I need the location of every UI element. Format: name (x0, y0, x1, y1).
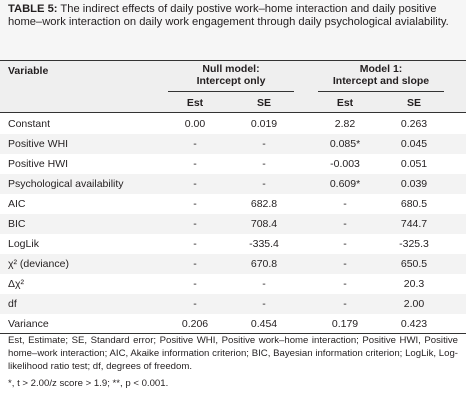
row-variable: AIC (8, 198, 26, 210)
row-null-est: - (193, 138, 197, 150)
row-null-est: - (193, 278, 197, 290)
row-m1-se: -325.3 (399, 238, 429, 250)
table-row: LogLik - -335.4 - -325.3 (0, 234, 466, 254)
row-null-se: 682.8 (250, 198, 278, 210)
table-row: BIC - 708.4 - 744.7 (0, 214, 466, 234)
row-m1-se: 0.039 (400, 178, 428, 190)
null-model-span-rule (168, 91, 294, 92)
row-null-se: -335.4 (249, 238, 279, 250)
row-null-est: 0.206 (181, 318, 209, 330)
row-variable: Constant (8, 118, 51, 130)
row-null-est: 0.00 (184, 118, 206, 130)
table-row: AIC - 682.8 - 680.5 (0, 194, 466, 214)
header-variable: Variable (8, 65, 49, 77)
row-null-se: 670.8 (250, 258, 278, 270)
row-variable: BIC (8, 218, 26, 230)
table-top-rule (0, 60, 466, 61)
row-null-est: - (193, 238, 197, 250)
note-abbreviations: Est, Estimate; SE, Standard error; Posit… (8, 335, 458, 372)
header-null-model-sub: Intercept only (196, 75, 266, 87)
row-m1-se: 0.423 (400, 318, 428, 330)
header-bottom-rule (0, 112, 466, 113)
header-null-model: Null model: (202, 63, 260, 75)
row-m1-se: 744.7 (400, 218, 428, 230)
row-null-se: 0.454 (250, 318, 278, 330)
row-m1-se: 2.00 (403, 298, 425, 310)
row-m1-est: 0.085* (329, 138, 361, 150)
row-m1-est: - (343, 298, 347, 310)
header-model1: Model 1: (359, 63, 403, 75)
row-variable: Positive HWI (8, 158, 69, 170)
row-null-se: 708.4 (250, 218, 278, 230)
row-null-se: - (262, 158, 266, 170)
row-m1-est: - (343, 278, 347, 290)
table-row: Constant 0.00 0.019 2.82 0.263 (0, 114, 466, 134)
row-variable: Positive WHI (8, 138, 69, 150)
table-row: Variance 0.206 0.454 0.179 0.423 (0, 314, 466, 334)
row-null-est: - (193, 258, 197, 270)
row-null-est: - (193, 158, 197, 170)
table-label: TABLE 5: (8, 3, 58, 15)
row-m1-est: -0.003 (330, 158, 360, 170)
row-null-se: - (262, 278, 266, 290)
row-m1-est: - (343, 238, 347, 250)
note-significance: *, t > 2.00/z score > 1.9; **, p < 0.001… (8, 378, 169, 389)
row-null-se: - (262, 178, 266, 190)
row-m1-se: 680.5 (400, 198, 428, 210)
table-row: Δχ² - - - 20.3 (0, 274, 466, 294)
table-header: Variable Null model: Intercept only Mode… (0, 60, 466, 112)
model1-span-rule (318, 91, 444, 92)
row-null-se: - (262, 298, 266, 310)
row-null-est: - (193, 298, 197, 310)
table-row: df - - - 2.00 (0, 294, 466, 314)
row-variable: df (8, 298, 17, 310)
row-m1-est: 2.82 (334, 118, 356, 130)
table-row: Positive WHI - - 0.085* 0.045 (0, 134, 466, 154)
row-m1-se: 650.5 (400, 258, 428, 270)
row-m1-est: 0.609* (329, 178, 361, 190)
row-variable: Psychological availability (8, 178, 124, 190)
table-row: Psychological availability - - 0.609* 0.039 (0, 174, 466, 194)
table-caption-text: The indirect effects of daily postive wo… (8, 3, 449, 28)
row-m1-se: 0.045 (400, 138, 428, 150)
row-m1-se: 0.051 (400, 158, 428, 170)
row-null-est: - (193, 218, 197, 230)
header-m1-est: Est (336, 97, 354, 109)
row-m1-est: - (343, 258, 347, 270)
row-m1-est: - (343, 218, 347, 230)
table-caption: TABLE 5: The indirect effects of daily p… (0, 0, 466, 60)
row-null-se: 0.019 (250, 118, 278, 130)
row-null-se: - (262, 138, 266, 150)
row-m1-est: 0.179 (331, 318, 359, 330)
row-variable: χ² (deviance) (8, 258, 69, 270)
row-variable: LogLik (8, 238, 39, 250)
row-null-est: - (193, 198, 197, 210)
table-notes: Est, Estimate; SE, Standard error; Posit… (0, 334, 466, 394)
table-row: Positive HWI - - -0.003 0.051 (0, 154, 466, 174)
row-m1-est: - (343, 198, 347, 210)
table-row: χ² (deviance) - 670.8 - 650.5 (0, 254, 466, 274)
table-bottom-rule (0, 333, 466, 334)
header-null-est: Est (186, 97, 204, 109)
header-model1-sub: Intercept and slope (332, 75, 430, 87)
header-m1-se: SE (406, 97, 421, 109)
row-variable: Δχ² (8, 278, 25, 290)
row-m1-se: 0.263 (400, 118, 428, 130)
row-variable: Variance (8, 318, 49, 330)
row-m1-se: 20.3 (403, 278, 425, 290)
row-null-est: - (193, 178, 197, 190)
header-null-se: SE (256, 97, 271, 109)
